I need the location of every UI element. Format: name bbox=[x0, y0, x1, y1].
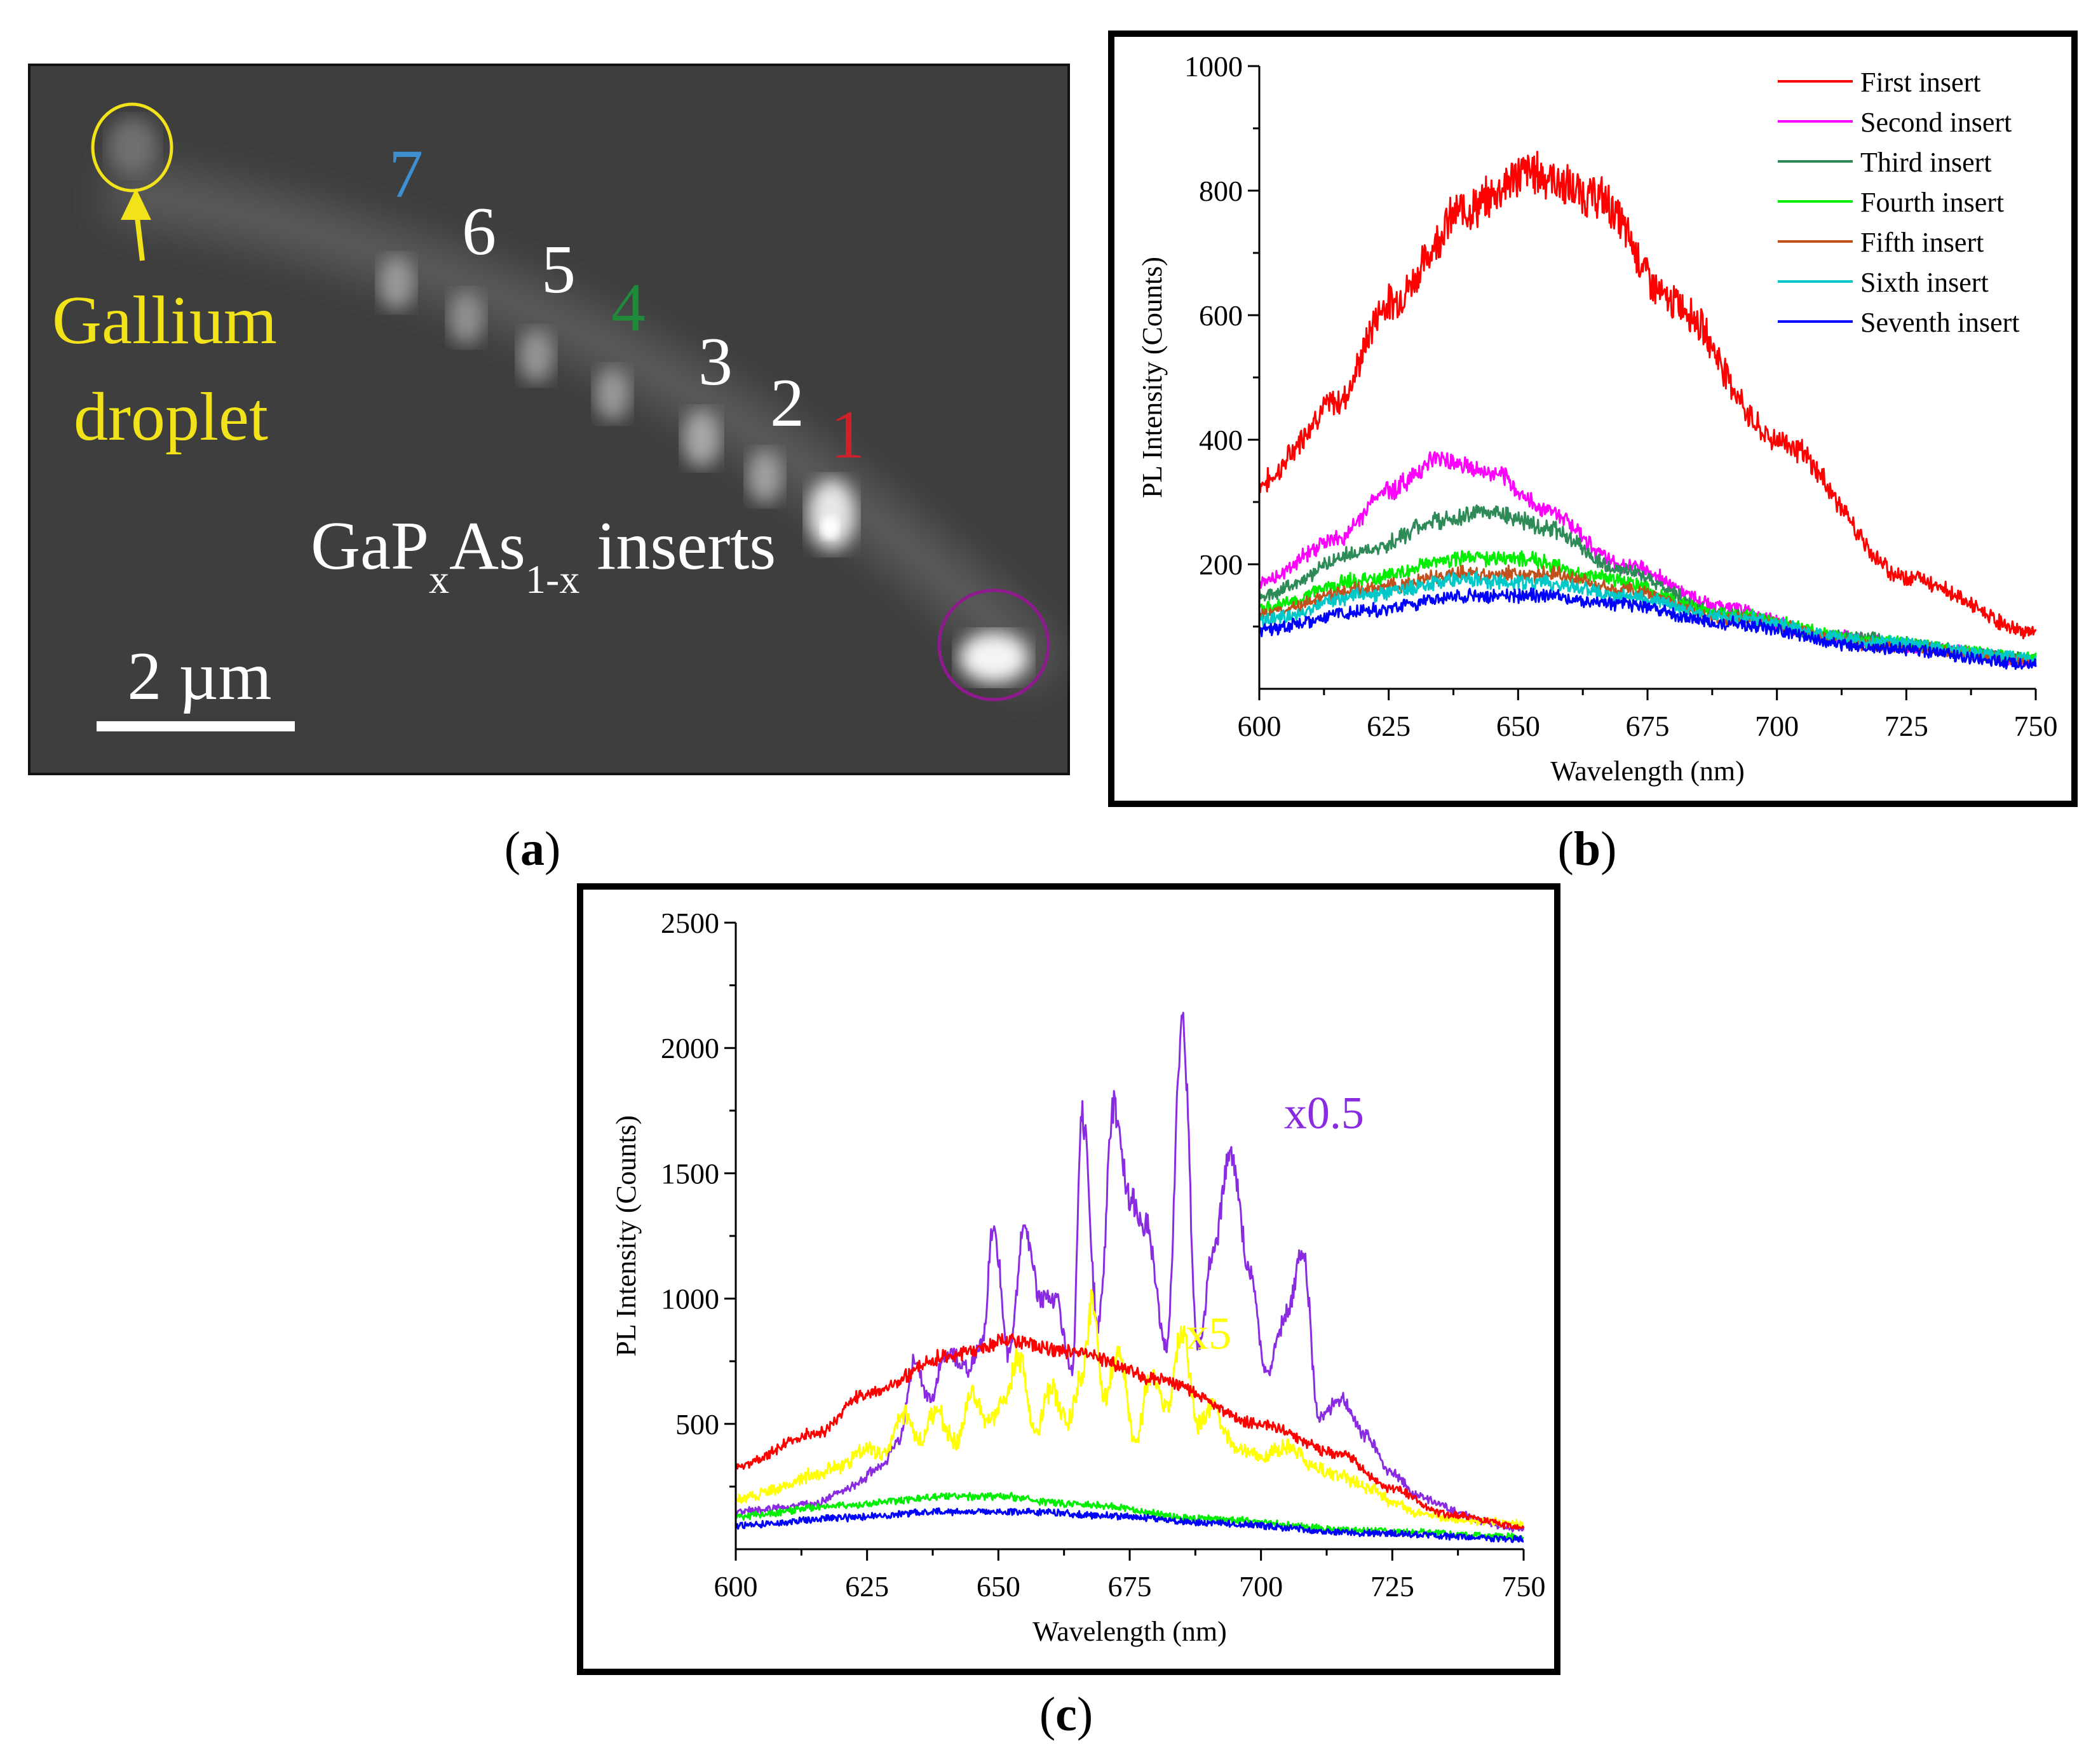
droplet-label-line1: Gallium bbox=[52, 283, 277, 358]
y-axis-label: PL Intensity (Counts) bbox=[611, 1115, 642, 1357]
scale-bar bbox=[97, 721, 295, 731]
insert-number-3: 3 bbox=[698, 324, 733, 400]
series-line-sixth-insert bbox=[1258, 570, 2037, 664]
y-tick-label: 2500 bbox=[661, 907, 719, 939]
chart-annotation: x5 bbox=[1186, 1308, 1231, 1359]
gallium-droplet bbox=[107, 118, 158, 175]
legend-entry: Seventh insert bbox=[1860, 307, 2020, 338]
y-tick-label: 2000 bbox=[661, 1032, 719, 1064]
y-tick-label: 400 bbox=[1199, 424, 1243, 456]
insert-7-glow bbox=[379, 256, 414, 309]
insert-number-7: 7 bbox=[389, 137, 423, 212]
droplet-circle bbox=[91, 102, 173, 193]
x-tick-label: 750 bbox=[2014, 710, 2058, 742]
x-tick-label: 700 bbox=[1755, 710, 1799, 742]
panel-label-c: (c) bbox=[1039, 1688, 1093, 1741]
y-tick-label: 1500 bbox=[661, 1157, 719, 1190]
legend-entry: Sixth insert bbox=[1860, 267, 1989, 298]
x-axis-label: Wavelength (nm) bbox=[1550, 756, 1745, 787]
legend-entry: Fourth insert bbox=[1860, 187, 2004, 218]
x-tick-label: 625 bbox=[1367, 710, 1411, 742]
panel-label-b: (b) bbox=[1557, 822, 1617, 876]
series-line-x5 bbox=[734, 1289, 1524, 1529]
insert-4-glow bbox=[595, 367, 630, 421]
y-axis-label: PL Intensity (Counts) bbox=[1137, 257, 1168, 498]
chart-frame bbox=[1108, 31, 2078, 807]
spectra-chart-c: 600 625 650 675 700 725 750 500 1000 1500 2000 2500… bbox=[577, 883, 1560, 1675]
spectra-chart-b: 600 625 650 675 700 725 750 200 400 600 800 1000 Wav… bbox=[1108, 31, 2078, 807]
micrograph-panel: Gallium droplet 7 6 5 4 3 2 1 GaPxAs1-x … bbox=[28, 64, 1070, 775]
insert-1-core bbox=[821, 516, 839, 539]
y-tick-label: 600 bbox=[1199, 299, 1243, 332]
series-line-seventh-insert bbox=[735, 1507, 1524, 1544]
insert-number-1: 1 bbox=[830, 397, 865, 473]
x-axis-label: Wavelength (nm) bbox=[1032, 1616, 1227, 1647]
nanowire bbox=[106, 162, 1065, 694]
insert-6-glow bbox=[449, 291, 484, 344]
panel-label-a: (a) bbox=[504, 822, 561, 876]
wire-end-glow bbox=[959, 632, 1029, 683]
x-tick-label: 650 bbox=[977, 1570, 1020, 1603]
y-tick-label: 500 bbox=[675, 1408, 719, 1441]
x-tick-label: 675 bbox=[1626, 710, 1670, 742]
insert-number-2: 2 bbox=[770, 365, 804, 441]
y-tick-label: 200 bbox=[1199, 548, 1243, 581]
y-tick-label: 800 bbox=[1199, 175, 1243, 207]
scale-bar-label: 2 µm bbox=[127, 639, 271, 714]
x-tick-label: 625 bbox=[845, 1570, 889, 1603]
legend-entry: Fifth insert bbox=[1860, 227, 1984, 258]
chart-annotation: x0.5 bbox=[1284, 1087, 1364, 1138]
x-tick-label: 700 bbox=[1239, 1570, 1283, 1603]
x-tick-label: 675 bbox=[1108, 1570, 1152, 1603]
insert-2-glow bbox=[747, 450, 783, 503]
x-tick-label: 600 bbox=[1238, 710, 1282, 742]
x-tick-label: 750 bbox=[1502, 1570, 1546, 1603]
x-tick-label: 725 bbox=[1370, 1570, 1414, 1603]
x-tick-label: 725 bbox=[1885, 710, 1928, 742]
legend-entry: Third insert bbox=[1860, 147, 1992, 178]
x-tick-label: 650 bbox=[1496, 710, 1540, 742]
series-line-first-insert bbox=[1258, 151, 2037, 640]
insert-number-6: 6 bbox=[462, 194, 496, 269]
insert-1-glow bbox=[808, 479, 856, 550]
y-tick-label: 1000 bbox=[1184, 50, 1243, 83]
x-tick-label: 600 bbox=[714, 1570, 758, 1603]
legend-entry: First insert bbox=[1860, 67, 1980, 98]
series-line-x0-5 bbox=[734, 1012, 1525, 1533]
droplet-label-line2: droplet bbox=[74, 379, 268, 455]
legend-entry: Second insert bbox=[1860, 107, 2012, 138]
insert-5-glow bbox=[518, 329, 554, 383]
insert-number-5: 5 bbox=[541, 232, 576, 308]
droplet-arrow-head bbox=[121, 188, 151, 220]
insert-number-4: 4 bbox=[611, 270, 646, 346]
series-line-seventh-insert bbox=[1258, 587, 2037, 670]
inserts-label: GaPxAs1-x inserts bbox=[311, 508, 776, 602]
chart-frame bbox=[577, 883, 1560, 1675]
insert-3-glow bbox=[682, 410, 721, 467]
y-tick-label: 1000 bbox=[661, 1283, 719, 1315]
wire-end-circle bbox=[937, 588, 1050, 702]
series-line-first-insert bbox=[734, 1333, 1525, 1530]
